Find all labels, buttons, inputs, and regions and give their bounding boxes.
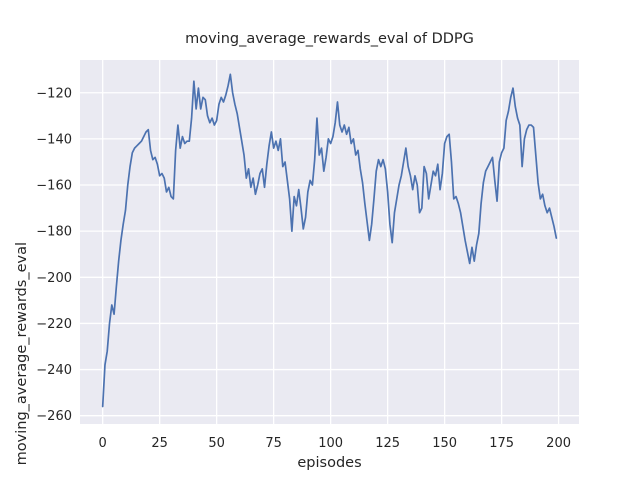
x-axis-label: episodes [297,455,362,471]
x-tick-label: 50 [208,436,225,451]
y-tick-label: −260 [36,409,72,424]
y-tick-label: −120 [36,86,72,101]
x-tick-label: 175 [489,436,514,451]
y-tick-label: −200 [36,271,72,286]
y-tick-label: −160 [36,179,72,194]
reward-line [101,73,558,408]
y-axis-label-text: moving_average_rewards_eval [14,242,30,466]
axes-background [80,60,579,424]
y-tick-label: −140 [36,132,72,147]
x-tick-label: 25 [151,436,168,451]
x-tick-label: 100 [318,436,343,451]
x-tick-label: 125 [375,436,400,451]
y-tick-label: −220 [36,317,72,332]
x-tick-label: 75 [265,436,282,451]
x-tick-label: 0 [99,436,107,451]
x-tick-label: 200 [546,436,571,451]
y-tick-label: −180 [36,225,72,240]
y-tick-label: −240 [36,363,72,378]
x-tick-label: 150 [432,436,457,451]
chart-title: moving_average_rewards_eval of DDPG [185,31,474,47]
